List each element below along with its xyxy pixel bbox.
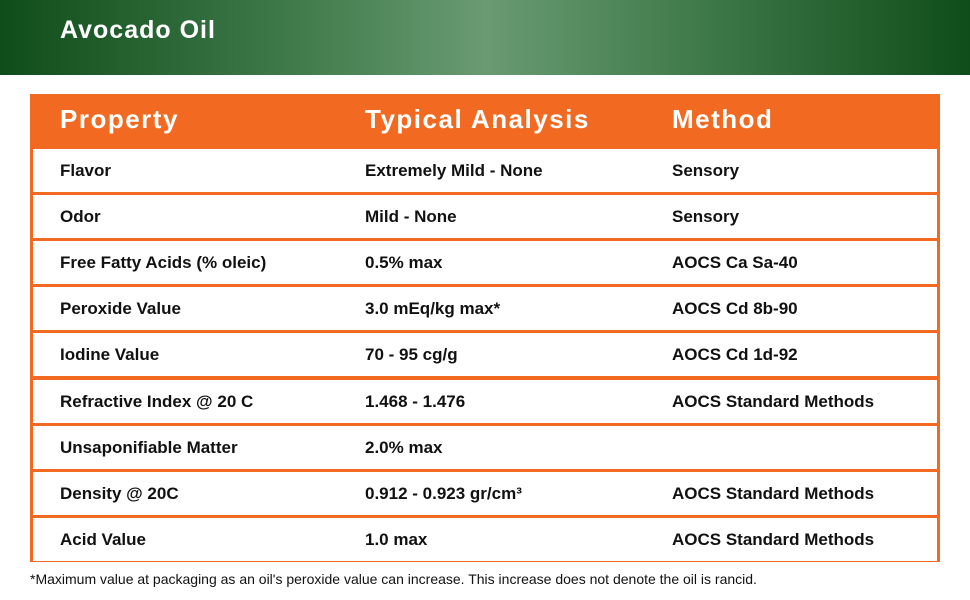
table-cell: 1.0 max (365, 529, 428, 549)
table-row: Acid Value 1.0 max AOCS Standard Methods (33, 517, 937, 561)
table-cell: Sensory (672, 161, 740, 180)
table-row: Density @ 20C 0.912 - 0.923 gr/cm³ AOCS St… (33, 471, 937, 515)
table-row: Unsaponifiable Matter 2.0% max (33, 425, 937, 469)
table-cell: Peroxide Value (60, 299, 181, 319)
table-cell: 3.0 mEq/kg max* (365, 299, 501, 319)
table-cell: Mild - None (365, 207, 457, 227)
table-row: Iodine Value 70 - 95 cg/g AOCS Cd 1d-92 (33, 333, 937, 377)
table-row: Free Fatty Acids (% oleic) 0.5% max AOCS C… (33, 241, 937, 285)
column-header: Property (60, 104, 179, 134)
table-cell: 70 - 95 cg/g (365, 345, 458, 365)
table-row: Odor Mild - None Sensory (33, 195, 937, 239)
table-row: Peroxide Value 3.0 mEq/kg max* AOCS Cd 8b-… (33, 287, 937, 331)
title: Avocado Oil (60, 16, 216, 44)
table-cell: Odor (60, 207, 101, 227)
footnote: *Maximum value at packaging as an oil's … (30, 571, 757, 587)
table-cell: Iodine Value (60, 345, 160, 365)
table-cell: 0.5% max (365, 253, 443, 273)
column-header: Typical Analysis (365, 104, 590, 134)
column-header: Method (672, 104, 774, 134)
table-cell: 2.0% max (365, 437, 443, 457)
banner: Avocado Oil (0, 0, 970, 75)
table-cell: Flavor (60, 161, 112, 180)
table-header: Property Typical Analysis Method (30, 94, 940, 147)
table-cell: Density @ 20C (60, 483, 179, 503)
table-cell: Unsaponifiable Matter (60, 437, 238, 457)
table-cell: 1.468 - 1.476 (365, 391, 466, 411)
table-cell: Acid Value (60, 529, 146, 549)
table-cell: Extremely Mild - None (365, 161, 543, 180)
table-cell: 0.912 - 0.923 gr/cm³ (365, 483, 522, 503)
table: Property Typical Analysis Method Flavor Ext… (30, 94, 940, 562)
table-cell: Free Fatty Acids (% oleic) (60, 253, 267, 273)
table-cell: Sensory (672, 207, 740, 227)
table-cell: AOCS Cd 1d-92 (672, 345, 798, 365)
table-cell: AOCS Ca Sa-40 (672, 253, 798, 273)
table-cell: Refractive Index @ 20 C (60, 391, 254, 411)
table-row: Flavor Extremely Mild - None Sensory (33, 149, 937, 192)
table-cell: AOCS Cd 8b-90 (672, 299, 798, 319)
table-row: Refractive Index @ 20 C 1.468 - 1.476 AOCS… (33, 379, 937, 423)
table-cell: AOCS Standard Methods (672, 391, 875, 411)
table-cell: AOCS Standard Methods (672, 483, 875, 503)
table-cell: AOCS Standard Methods (672, 529, 875, 549)
